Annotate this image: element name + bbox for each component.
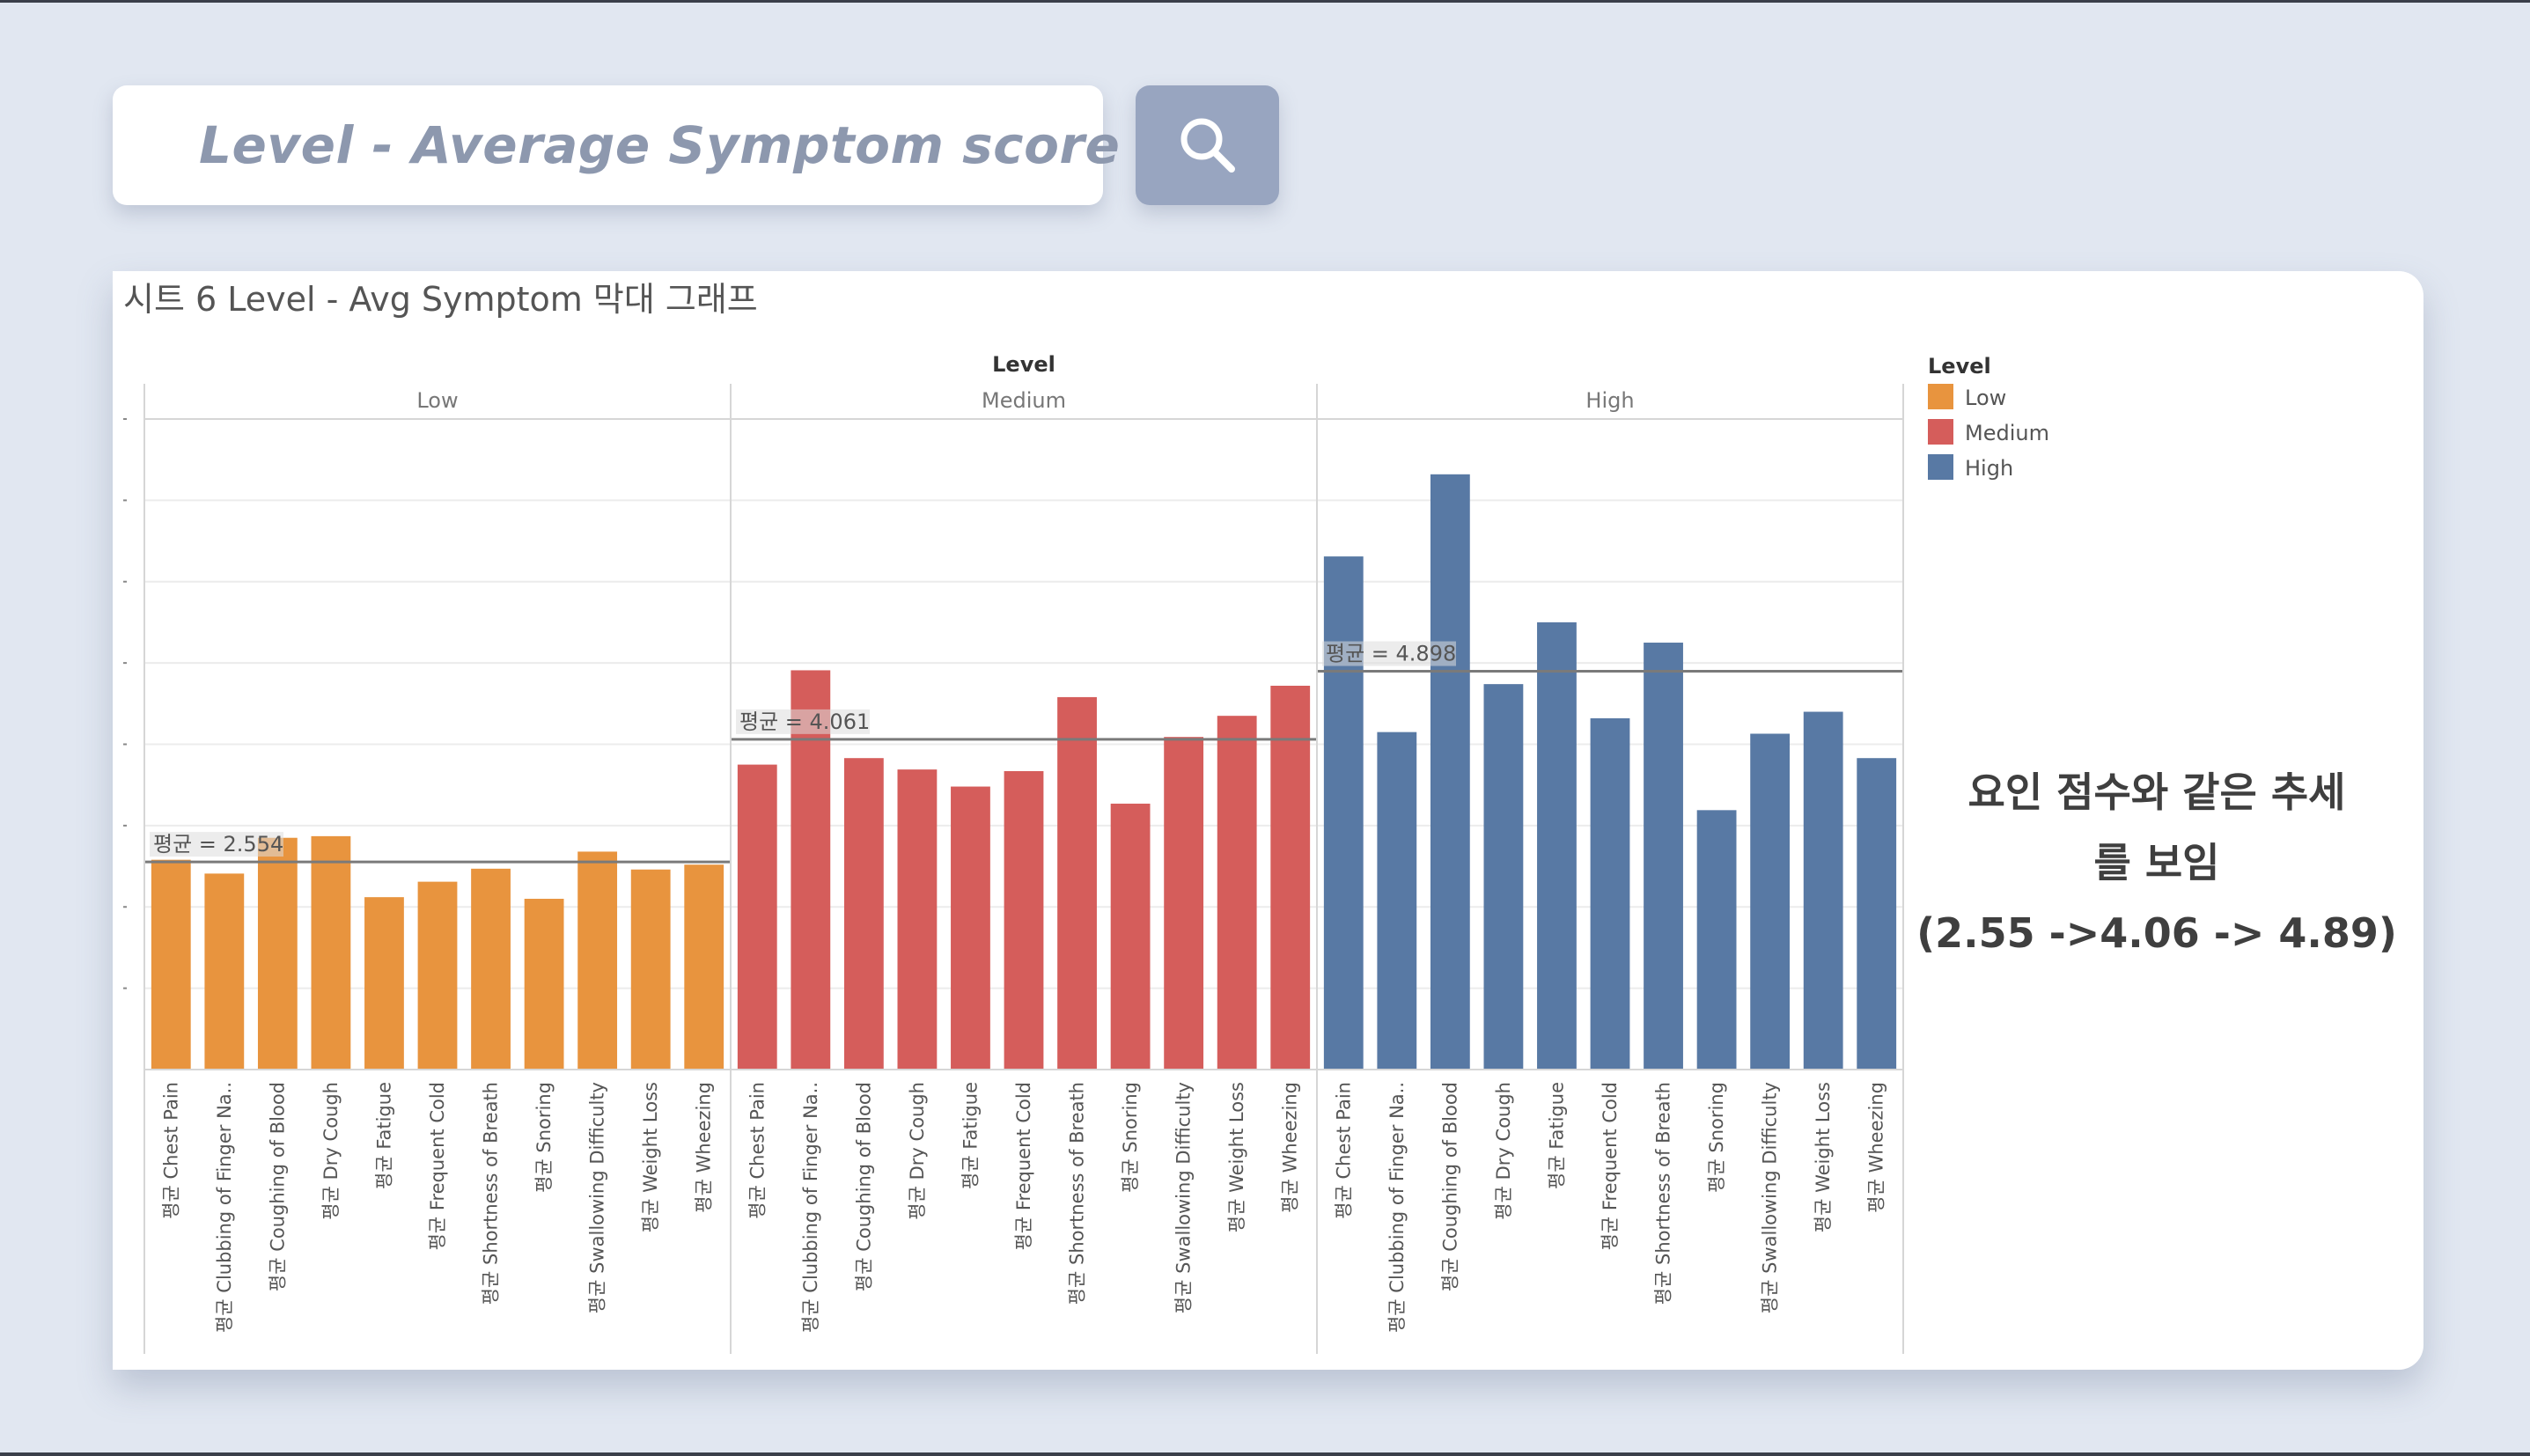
category-label: 평균 Weight Loss [640, 1082, 661, 1232]
category-label: 평균 Chest Pain [160, 1082, 181, 1219]
category-label: 평균 Coughing of Blood [1439, 1082, 1460, 1291]
category-label: 평균 Frequent Cold [427, 1082, 448, 1250]
reference-label-bg [736, 709, 870, 734]
category-label: 평균 Swallowing Difficulty [1760, 1082, 1781, 1313]
category-label: 평균 Wheezing [694, 1082, 715, 1213]
search-query[interactable]: Level - Average Symptom score [199, 115, 1121, 175]
bar [843, 758, 884, 1070]
bar [151, 859, 191, 1070]
legend-label-medium: Medium [1965, 421, 2049, 445]
category-label: 평균 Wheezing [1280, 1082, 1301, 1213]
search-bar[interactable]: Level - Average Symptom score [113, 85, 1120, 205]
bar [1270, 685, 1311, 1070]
category-label: 평균 Shortness of Breath [481, 1082, 502, 1305]
category-label: 평균 Fatigue [373, 1082, 394, 1189]
bar [311, 835, 351, 1070]
category-label: 평균 Shortness of Breath [1653, 1082, 1674, 1305]
reference-label-bg [1322, 641, 1456, 666]
bar [577, 851, 618, 1070]
bar [1750, 733, 1791, 1070]
facet-label-high: High [1585, 388, 1634, 413]
category-label: 평균 Coughing of Blood [267, 1082, 288, 1291]
bar [417, 881, 458, 1070]
category-label: 평균 Dry Cough [907, 1082, 928, 1220]
category-label: 평균 Weight Loss [1226, 1082, 1247, 1232]
category-label: 평균 Clubbing of Finger Na.. [214, 1082, 235, 1333]
bottom-border [0, 1452, 2530, 1456]
category-label: 평균 Dry Cough [1493, 1082, 1514, 1220]
bar [1004, 770, 1044, 1070]
note-line-1: 요인 점수와 같은 추세 [1967, 768, 2346, 816]
category-label: 평균 Chest Pain [1333, 1082, 1354, 1219]
category-label: 평균 Fatigue [960, 1082, 981, 1189]
category-label: 평균 Shortness of Breath [1067, 1082, 1088, 1305]
bar [257, 837, 298, 1070]
facet-title: Level [992, 352, 1055, 377]
category-label: 평균 Frequent Cold [1600, 1082, 1621, 1250]
legend-swatch-medium [1928, 419, 1953, 445]
bar [1590, 717, 1630, 1070]
note-line-2: 를 보임 [2093, 839, 2220, 886]
category-label: 평균 Fatigue [1546, 1082, 1567, 1189]
legend-swatch-low [1928, 384, 1953, 409]
bar [1696, 810, 1737, 1070]
category-label: 평균 Clubbing of Finger Na.. [800, 1082, 821, 1333]
bar [1857, 758, 1897, 1070]
bar [1164, 737, 1204, 1070]
reference-label: 평균 = 4.898 [1326, 642, 1456, 666]
bar [1537, 621, 1577, 1070]
bar [1803, 711, 1843, 1070]
category-label: 평균 Wheezing [1866, 1082, 1887, 1213]
bar [1483, 684, 1524, 1070]
bar [1217, 716, 1257, 1070]
bar [524, 899, 564, 1070]
bar [1110, 803, 1151, 1070]
bar [897, 769, 938, 1070]
bar [1057, 696, 1097, 1070]
category-label: 평균 Snoring [1706, 1082, 1727, 1193]
category-label: 평균 Clubbing of Finger Na.. [1386, 1082, 1408, 1333]
category-label: 평균 Coughing of Blood [853, 1082, 874, 1291]
bar [1323, 556, 1364, 1070]
category-label: 평균 Dry Cough [320, 1082, 342, 1220]
category-label: 평균 Snoring [533, 1082, 555, 1193]
bar [951, 786, 990, 1070]
bar [1430, 474, 1470, 1070]
bar [364, 897, 404, 1070]
bar [737, 764, 777, 1070]
legend-swatch-high [1928, 454, 1953, 480]
category-label: 평균 Swallowing Difficulty [1173, 1082, 1195, 1313]
reference-label: 평균 = 2.554 [153, 832, 283, 857]
bar [204, 873, 245, 1070]
legend-label-high: High [1965, 456, 2013, 481]
category-label: 평균 Chest Pain [746, 1082, 768, 1219]
bar-chart: 시트 6 Level - Avg Symptom 막대 그래프 Level Low 평… [123, 280, 2049, 1354]
category-label: 평균 Frequent Cold [1013, 1082, 1034, 1250]
chart-card: 시트 6 Level - Avg Symptom 막대 그래프 Level Low 평… [113, 271, 2423, 1370]
search-icon [1180, 118, 1235, 173]
bar [1377, 732, 1417, 1070]
bar [471, 868, 511, 1070]
legend-title: Level [1928, 354, 1991, 379]
bar [1644, 643, 1683, 1070]
category-label: 평균 Weight Loss [1813, 1082, 1834, 1232]
reference-label-bg [150, 832, 283, 857]
category-label: 평균 Snoring [1120, 1082, 1141, 1193]
bar [791, 670, 831, 1070]
annotation-note: 요인 점수와 같은 추세 를 보임 (2.55 ->4.06 -> 4.89) [1910, 757, 2403, 968]
chart-title: 시트 6 Level - Avg Symptom 막대 그래프 [123, 280, 758, 319]
legend-label-low: Low [1965, 386, 2006, 410]
search-button[interactable] [1136, 85, 1279, 205]
reference-label: 평균 = 4.061 [739, 710, 870, 734]
category-label: 평균 Swallowing Difficulty [587, 1082, 608, 1313]
note-line-3: (2.55 ->4.06 -> 4.89) [1916, 909, 2397, 957]
facet-label-medium: Medium [982, 388, 1066, 413]
bar [684, 864, 724, 1070]
bar [630, 869, 671, 1070]
top-border [0, 0, 2530, 3]
facet-label-low: Low [416, 388, 458, 413]
